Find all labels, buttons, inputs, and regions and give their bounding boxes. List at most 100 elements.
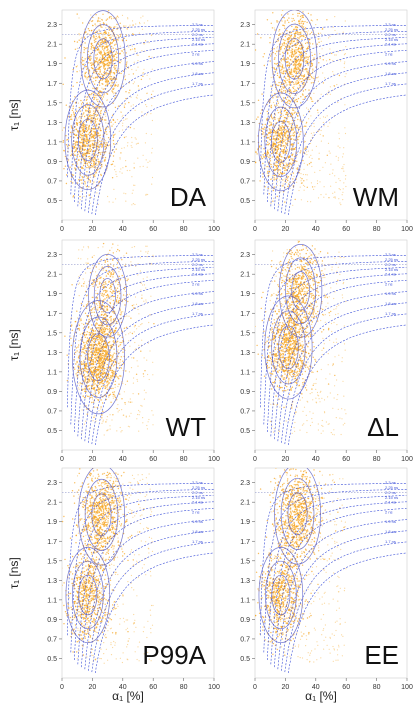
isoline-label: 1.9 ns xyxy=(192,61,203,66)
data-point xyxy=(284,27,286,29)
data-point xyxy=(133,128,135,130)
data-point xyxy=(298,189,300,192)
data-point xyxy=(85,347,88,349)
data-point xyxy=(292,109,294,111)
data-point xyxy=(263,156,265,159)
data-point xyxy=(298,48,300,50)
data-point xyxy=(98,144,100,146)
data-point xyxy=(98,391,101,393)
data-point xyxy=(83,122,85,124)
data-point xyxy=(110,272,112,274)
data-point xyxy=(105,119,107,121)
data-point xyxy=(334,191,336,193)
data-point xyxy=(287,102,289,104)
data-point xyxy=(102,88,105,90)
data-point xyxy=(290,163,292,165)
data-point xyxy=(276,74,279,77)
data-point xyxy=(82,138,84,140)
data-point xyxy=(261,124,264,126)
data-point xyxy=(143,22,145,24)
data-point xyxy=(281,64,284,66)
data-point xyxy=(288,34,290,37)
data-point xyxy=(125,34,128,36)
data-point xyxy=(105,23,108,26)
data-point xyxy=(313,122,315,125)
data-point xyxy=(332,26,334,28)
data-point xyxy=(107,72,109,75)
data-point xyxy=(112,40,115,42)
data-point xyxy=(282,24,284,26)
data-point xyxy=(100,43,102,46)
data-point xyxy=(94,371,97,374)
data-point xyxy=(83,149,86,151)
data-point xyxy=(285,136,287,139)
data-point xyxy=(109,72,112,75)
data-point xyxy=(76,143,79,146)
data-point xyxy=(90,363,93,366)
data-point xyxy=(85,134,87,136)
data-point xyxy=(307,58,309,61)
data-point xyxy=(267,141,269,143)
data-point xyxy=(104,306,106,308)
isoline-curve xyxy=(267,37,407,203)
data-point xyxy=(83,63,85,65)
data-point xyxy=(293,33,295,35)
data-point xyxy=(125,52,127,54)
data-point xyxy=(81,137,83,139)
data-point xyxy=(328,90,330,92)
data-point xyxy=(74,154,76,156)
data-point xyxy=(93,351,96,354)
data-point xyxy=(99,387,102,390)
data-point xyxy=(293,109,295,112)
data-point xyxy=(93,96,96,99)
data-point xyxy=(288,99,290,101)
data-point xyxy=(344,20,346,22)
data-point xyxy=(278,173,280,175)
data-point xyxy=(110,62,112,64)
data-point xyxy=(101,45,103,47)
data-point xyxy=(276,164,279,167)
data-point xyxy=(83,305,85,307)
data-point xyxy=(106,294,109,296)
data-point xyxy=(108,342,110,344)
data-point xyxy=(82,22,84,24)
data-point xyxy=(272,189,275,192)
data-point xyxy=(298,84,301,86)
data-point xyxy=(58,117,59,118)
x-tick-label: 20 xyxy=(89,226,97,233)
data-point xyxy=(90,130,93,132)
data-point xyxy=(288,71,291,73)
data-point xyxy=(261,109,263,111)
data-point xyxy=(123,106,126,109)
data-point xyxy=(275,138,277,140)
data-point xyxy=(105,115,107,117)
data-point xyxy=(85,31,87,33)
data-point xyxy=(293,175,295,177)
data-point xyxy=(270,166,272,168)
density-contour xyxy=(71,104,105,176)
data-point xyxy=(316,180,319,182)
data-point xyxy=(115,51,118,53)
data-point xyxy=(270,106,273,109)
data-point xyxy=(108,61,110,63)
data-point xyxy=(114,133,116,135)
data-point xyxy=(73,147,75,150)
data-point xyxy=(115,26,117,28)
data-point xyxy=(76,147,78,149)
plot-content: 2.3 ns2.25 ns2.2 ns2.15 ns2.1 ns2 ns1.9 … xyxy=(62,240,214,446)
data-point xyxy=(95,54,97,56)
data-point xyxy=(126,28,128,30)
data-point xyxy=(112,93,114,95)
data-point xyxy=(90,14,92,16)
data-point xyxy=(137,60,139,62)
data-point xyxy=(82,153,84,156)
data-point xyxy=(103,32,105,34)
data-point xyxy=(109,64,111,66)
data-point xyxy=(115,171,117,173)
data-point xyxy=(96,192,98,194)
data-point xyxy=(113,151,116,153)
data-point xyxy=(108,54,110,57)
data-point xyxy=(95,370,98,373)
data-point xyxy=(107,195,109,198)
data-point xyxy=(125,25,127,27)
